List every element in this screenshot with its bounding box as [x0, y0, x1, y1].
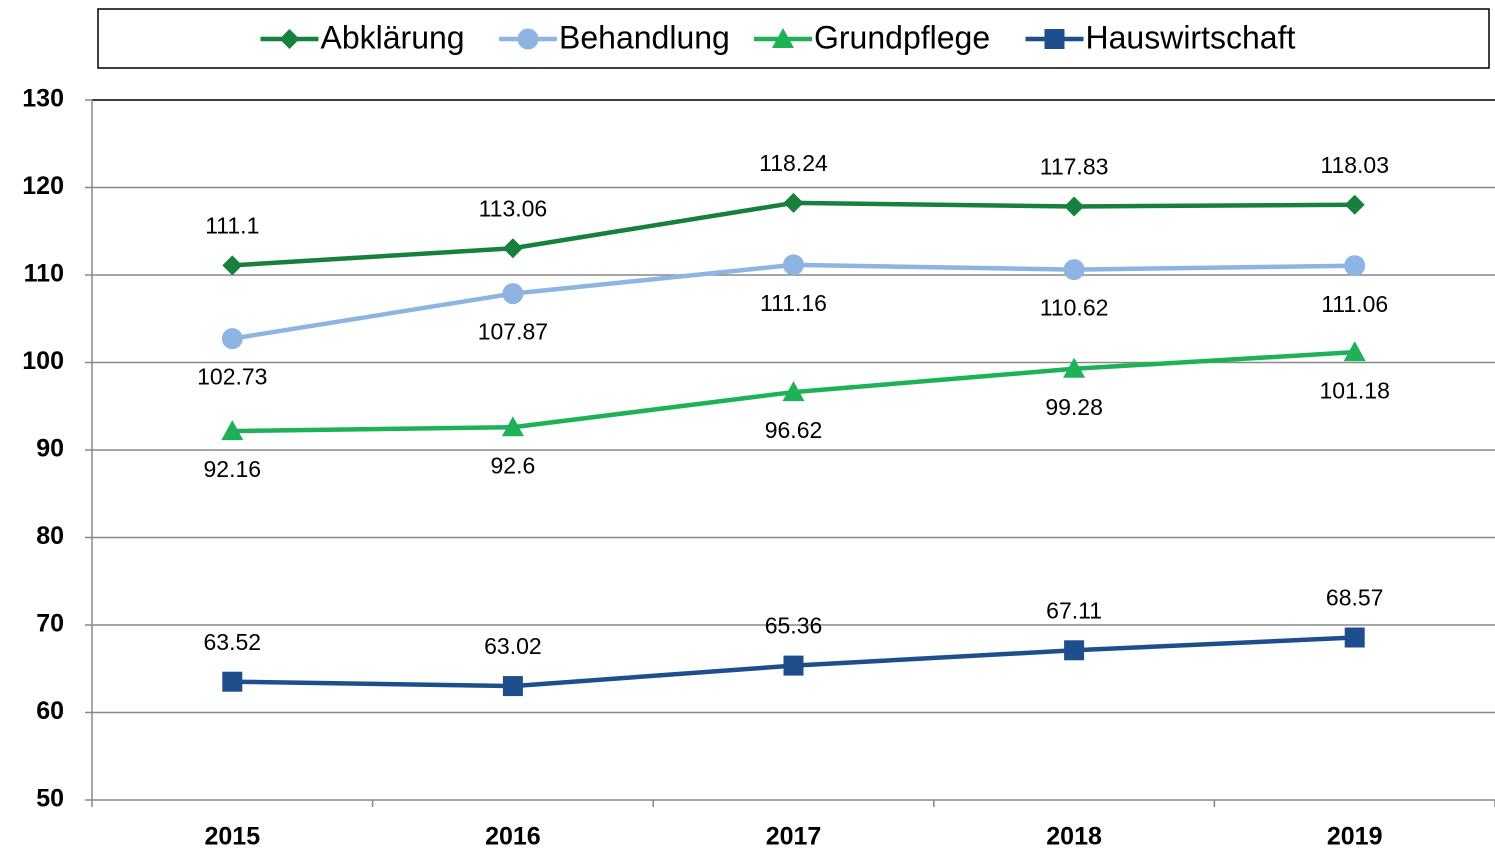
y-tick-label: 60 — [36, 697, 64, 725]
data-label: 111.1 — [205, 212, 259, 238]
y-tick-label: 50 — [36, 785, 64, 813]
y-tick-label: 130 — [22, 85, 64, 113]
y-tick-label: 80 — [36, 522, 64, 550]
marker — [517, 28, 539, 50]
marker — [221, 420, 244, 441]
marker — [783, 192, 804, 213]
data-label: 96.62 — [765, 417, 823, 443]
x-tick-label: 2017 — [766, 823, 822, 851]
data-label: 68.57 — [1326, 585, 1384, 611]
y-tick-label: 70 — [36, 610, 64, 638]
data-label: 67.11 — [1046, 597, 1102, 623]
data-label: 101.18 — [1320, 377, 1390, 403]
marker — [1044, 29, 1065, 49]
y-tick-label: 100 — [22, 347, 64, 375]
marker — [221, 328, 243, 350]
data-label: 118.03 — [1320, 152, 1389, 178]
data-label: 63.52 — [204, 629, 262, 655]
legend-label: Hauswirtschaft — [1086, 19, 1296, 55]
marker — [783, 655, 804, 676]
x-tick-label: 2015 — [204, 823, 260, 851]
marker — [222, 255, 243, 276]
marker — [279, 29, 300, 49]
marker — [502, 283, 524, 305]
marker — [1344, 627, 1365, 648]
legend-label: Abklärung — [321, 19, 465, 55]
data-label: 110.62 — [1040, 295, 1109, 321]
x-tick-label: 2019 — [1327, 823, 1383, 851]
marker — [1063, 357, 1086, 378]
data-label: 113.06 — [479, 195, 548, 221]
data-label: 63.02 — [484, 633, 542, 659]
data-label: 92.16 — [204, 456, 262, 482]
x-tick-label: 2018 — [1046, 823, 1102, 851]
y-tick-label: 90 — [36, 435, 64, 463]
data-label: 102.73 — [197, 364, 267, 390]
marker — [502, 238, 523, 259]
data-label: 107.87 — [478, 319, 548, 345]
marker — [783, 254, 804, 276]
legend-label: Behandlung — [559, 19, 730, 55]
marker — [1344, 255, 1366, 277]
data-label: 118.24 — [759, 150, 828, 176]
y-tick-label: 110 — [24, 260, 64, 288]
x-tick-label: 2016 — [485, 823, 541, 851]
marker — [1064, 196, 1085, 217]
marker — [1344, 194, 1365, 215]
data-label: 111.16 — [760, 290, 827, 316]
marker — [1064, 640, 1085, 661]
y-tick-label: 120 — [22, 172, 64, 200]
marker — [222, 671, 243, 692]
data-label: 65.36 — [765, 613, 823, 639]
data-label: 117.83 — [1040, 154, 1109, 180]
marker — [502, 676, 523, 697]
marker — [772, 28, 794, 48]
data-label: 111.06 — [1321, 291, 1388, 317]
marker — [782, 381, 805, 402]
marker — [1063, 259, 1085, 281]
data-label: 92.6 — [491, 452, 536, 478]
marker — [1343, 341, 1366, 362]
marker — [501, 416, 524, 437]
data-label: 99.28 — [1045, 394, 1103, 420]
legend-label: Grundpflege — [814, 19, 990, 55]
